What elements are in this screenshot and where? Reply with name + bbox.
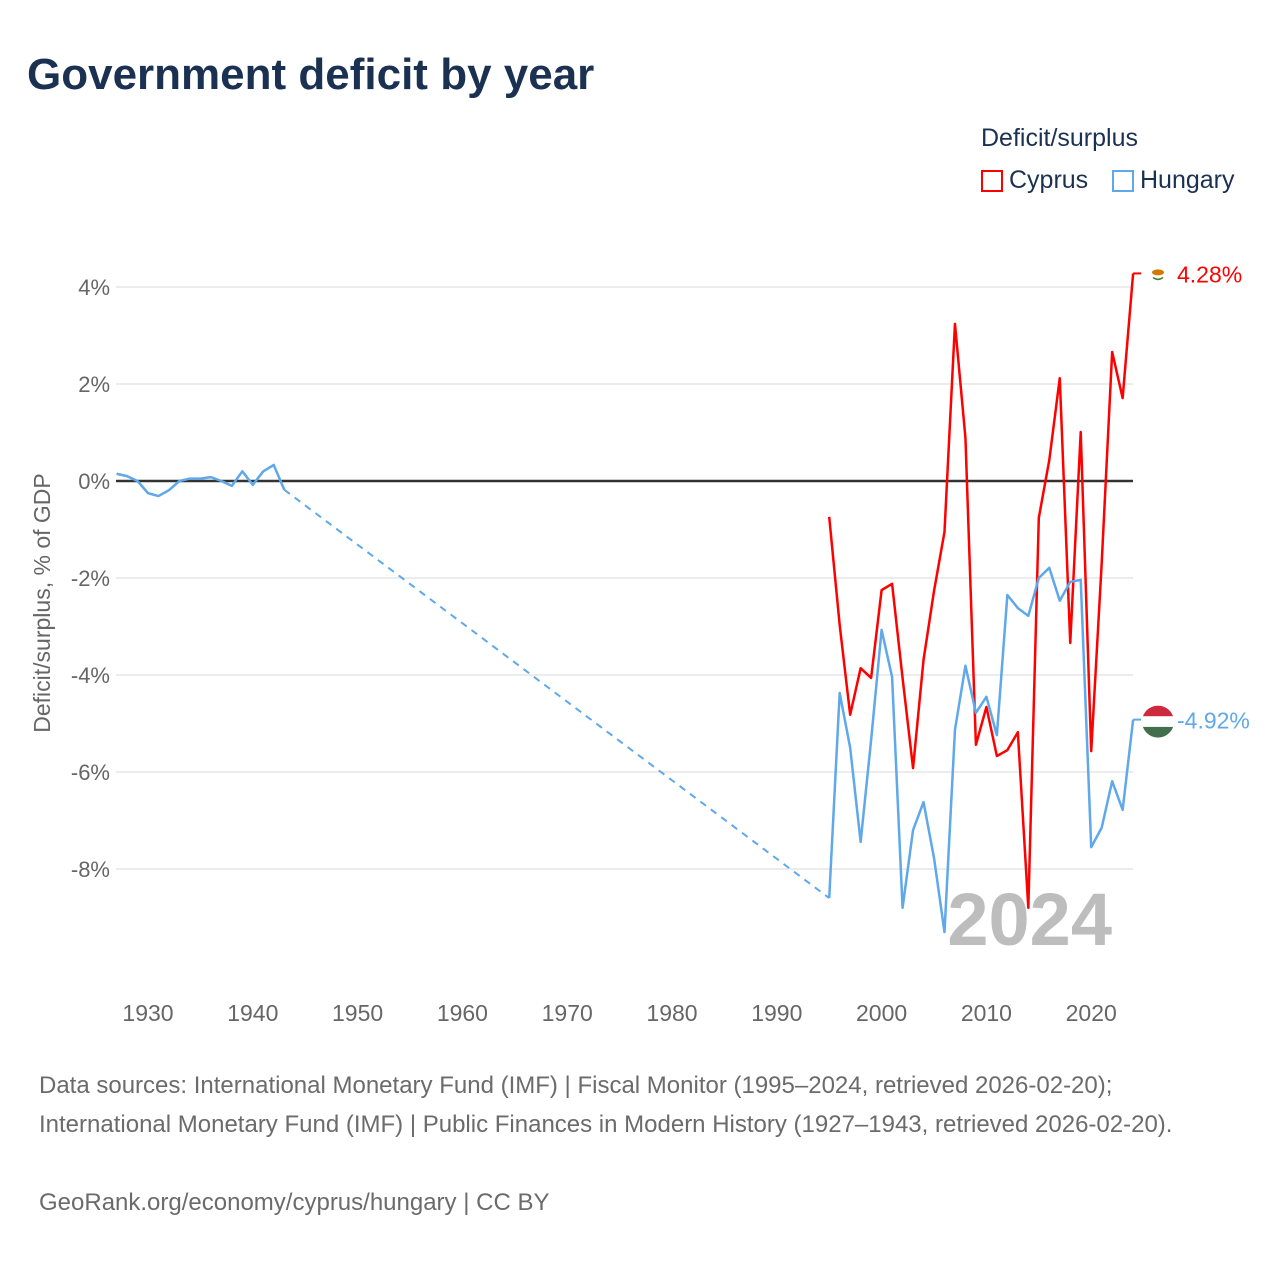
- x-tick-label: 2010: [961, 1000, 1012, 1026]
- end-label-cyprus: 4.28%: [1177, 261, 1242, 287]
- y-tick-label: -8%: [71, 857, 110, 882]
- cyprus-flag-island: [1152, 269, 1164, 276]
- y-tick-label: 4%: [78, 275, 110, 300]
- end-label-hungary: -4.92%: [1177, 708, 1250, 734]
- x-tick-label: 1940: [227, 1000, 278, 1026]
- series-line-cyprus: [827, 273, 1135, 910]
- credit-link[interactable]: GeoRank.org/economy/cyprus/hungary | CC …: [39, 1189, 550, 1216]
- hungary-flag-icon: [1142, 705, 1174, 717]
- series-gap-hungary: [283, 488, 830, 899]
- series-line-hungary: [827, 566, 1135, 934]
- legend-title: Deficit/surplus: [981, 124, 1138, 152]
- y-axis-label: Deficit/surplus, % of GDP: [29, 473, 55, 732]
- hungary-flag-icon: [1142, 716, 1174, 728]
- x-tick-label: 1950: [332, 1000, 383, 1026]
- y-tick-label: -4%: [71, 663, 110, 688]
- y-tick-label: 2%: [78, 372, 110, 397]
- y-tick-label: -2%: [71, 566, 110, 591]
- x-tick-label: 2000: [856, 1000, 907, 1026]
- hungary-flag-icon: [1142, 726, 1174, 738]
- data-sources: Data sources: International Monetary Fun…: [39, 1072, 1173, 1138]
- x-tick-label: 1970: [542, 1000, 593, 1026]
- x-tick-label: 1990: [751, 1000, 802, 1026]
- legend-item-cyprus[interactable]: Cyprus: [981, 166, 1088, 195]
- cyprus-flag-olive: [1152, 276, 1164, 281]
- legend-swatch-cyprus: [981, 169, 1003, 192]
- x-tick-label: 1930: [122, 1000, 173, 1026]
- legend-swatch-hungary: [1112, 169, 1134, 192]
- x-tick-label: 2020: [1066, 1000, 1117, 1026]
- x-tick-label: 1960: [437, 1000, 488, 1026]
- legend-label: Cyprus: [1009, 166, 1089, 194]
- chart-plot: 4% 2% 0% -2% -4% -6% -8% 1930 1940 1950 1960 1970 19…: [29, 261, 1250, 1026]
- y-tick-label: 0%: [78, 469, 110, 494]
- chart-title: Government deficit by year: [27, 50, 595, 99]
- legend-item-hungary[interactable]: Hungary: [1112, 166, 1235, 195]
- x-tick-label: 1980: [646, 1000, 697, 1026]
- series-line-hungary: [116, 463, 286, 498]
- legend-label: Hungary: [1140, 166, 1235, 194]
- y-tick-label: -6%: [71, 760, 110, 785]
